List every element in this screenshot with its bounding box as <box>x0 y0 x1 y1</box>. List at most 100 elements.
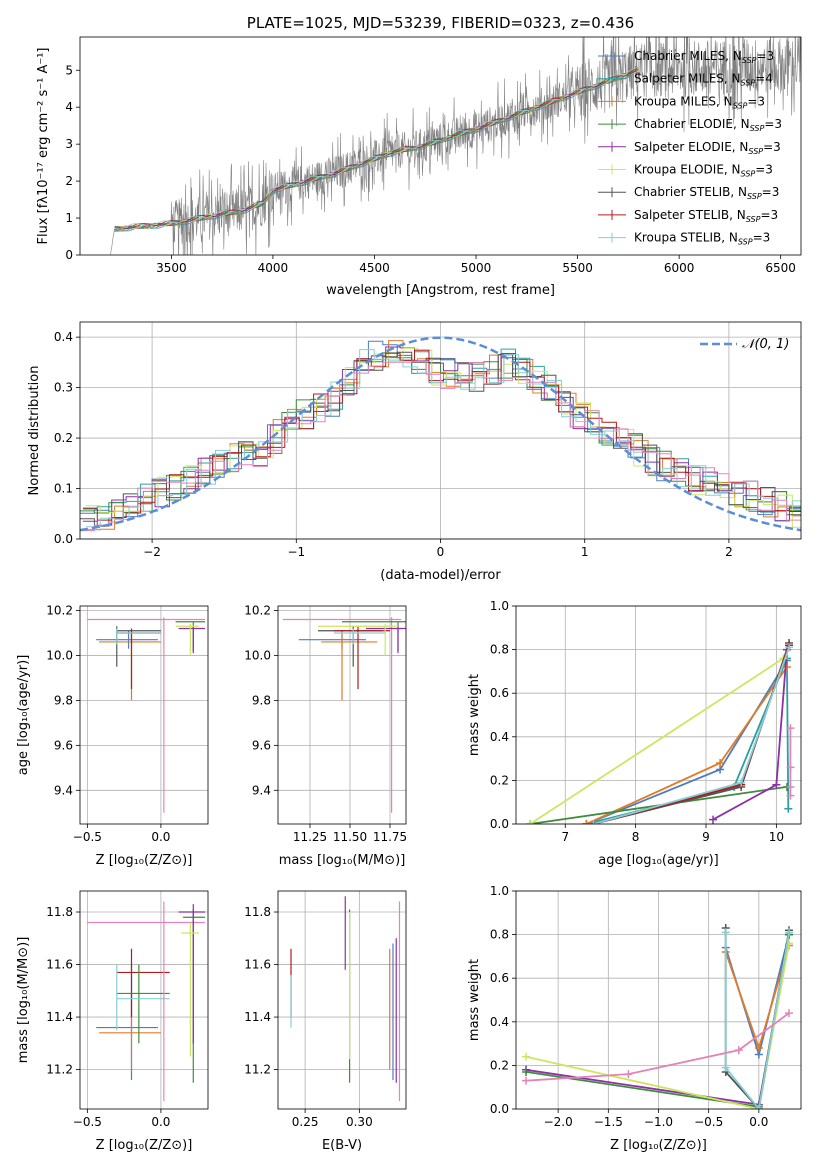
x-tick-label: −2 <box>143 545 161 559</box>
y-tick-label: 9.8 <box>54 693 73 707</box>
legend-entry-count: =3 <box>764 117 782 131</box>
series-line <box>712 649 788 821</box>
data-point <box>178 904 206 1044</box>
data-point <box>99 990 161 1070</box>
age_vs_Z-plot-area <box>87 617 206 813</box>
y-tick-label: 10.2 <box>244 603 271 617</box>
data-point-marker <box>624 1070 633 1079</box>
y-tick-label: 0.2 <box>490 773 509 787</box>
legend-entry-count: =3 <box>755 163 773 177</box>
mass_weight_vs_Z-plot-area <box>522 924 793 1109</box>
spectrum-plot-area <box>110 37 801 255</box>
data-point-marker <box>786 782 795 791</box>
series <box>522 1009 793 1085</box>
series <box>721 928 793 1109</box>
y-tick-label: 0.3 <box>54 381 73 395</box>
legend-entry: Kroupa STELIB, NSSP=3 <box>634 231 770 247</box>
legend-entry-sub: SSP <box>733 101 748 110</box>
x-tick-label: 0 <box>437 545 445 559</box>
legend-entry-count: =3 <box>762 185 780 199</box>
y-tick-label: 10.0 <box>46 648 73 662</box>
legend-entry-label: Chabrier MILES, N <box>634 49 742 63</box>
x-tick-label: 4500 <box>359 261 390 275</box>
mass_weight_vs_age-frame <box>515 605 802 825</box>
x-tick-label: 5500 <box>562 261 593 275</box>
model-fit-line <box>114 67 639 230</box>
x-tick-label: 0.0 <box>151 830 170 844</box>
mass_vs_ebv-plot-area <box>290 896 401 1102</box>
x-tick-label: −0.5 <box>73 1115 102 1129</box>
x-tick-label: 0.0 <box>151 1115 170 1129</box>
y-tick-label: 11.8 <box>244 905 271 919</box>
y-tick-label: 0.4 <box>490 1015 509 1029</box>
y-tick-label: 11.8 <box>46 905 73 919</box>
series-line <box>724 928 790 1109</box>
legend-entry-sub: SSP <box>747 192 762 201</box>
x-tick-label: 11.75 <box>373 830 407 844</box>
y-axis-label: Normed distribution <box>27 366 42 496</box>
data-point <box>87 617 206 813</box>
data-point-marker <box>721 1063 730 1072</box>
model-fit-line <box>114 66 639 230</box>
x-tick-label: 11.50 <box>333 830 367 844</box>
x-tick-label: 6500 <box>765 261 796 275</box>
legend-entry-label: Salpeter MILES, N <box>634 72 741 86</box>
legend-entry-label: Salpeter ELODIE, N <box>634 140 748 154</box>
data-point <box>87 901 206 1102</box>
series <box>589 643 794 824</box>
data-point-marker <box>737 778 746 787</box>
mass_weight_vs_age-chart: 7 8 9 10 0.0 0.2 0.4 0.6 0.8 1.0 age [log₁₀(age/yr… <box>467 599 802 868</box>
data-point-marker <box>754 1105 763 1109</box>
y-tick-label: 0.0 <box>490 817 509 831</box>
x-axis-label: wavelength [Angstrom, rest frame] <box>326 283 555 298</box>
x-axis-label: age [log₁₀(age/yr)] <box>598 853 719 868</box>
y-tick-label: 0.0 <box>54 532 73 546</box>
data-point <box>334 626 390 690</box>
data-point <box>116 964 170 1031</box>
y-tick-label: 11.4 <box>244 1010 271 1024</box>
spectrum-frame <box>79 36 802 256</box>
series <box>522 930 793 1109</box>
data-point-marker <box>709 815 718 824</box>
data-point-marker <box>582 820 591 824</box>
age_vs_mass-plot-area <box>282 617 406 813</box>
histogram-step <box>82 346 801 526</box>
legend-entry-label: Chabrier ELODIE, N <box>634 117 750 131</box>
data-point-marker <box>734 1046 743 1055</box>
data-point <box>282 617 402 813</box>
y-tick-label: 9.4 <box>54 783 73 797</box>
y-tick-label: 0.1 <box>54 482 73 496</box>
legend-entry-label: Salpeter STELIB, N <box>634 208 746 222</box>
x-axis-label: Z [log₁₀(Z/Z⊙)] <box>610 1138 707 1153</box>
x-tick-label: 7 <box>561 830 569 844</box>
y-tick-label: 2 <box>65 174 73 188</box>
y-axis-label: mass weight <box>467 674 482 756</box>
y-tick-label: 11.6 <box>244 958 271 972</box>
x-tick-label: 9 <box>702 830 710 844</box>
legend-entry-label: Kroupa ELODIE, N <box>634 163 741 177</box>
series-line <box>525 1012 790 1082</box>
legend-entry: Salpeter ELODIE, NSSP=3 <box>634 140 781 156</box>
age_vs_mass-chart: 11.25 11.50 11.75 9.4 9.6 9.8 10.0 10.2 mass [lo… <box>244 603 407 868</box>
series-line <box>529 657 784 824</box>
mass_vs_Z-frame <box>79 890 209 1110</box>
legend-entry: Kroupa MILES, NSSP=3 <box>634 94 765 110</box>
data-point-marker <box>522 1067 531 1076</box>
histogram-step <box>80 360 801 532</box>
data-point-marker <box>785 643 794 652</box>
legend-entry-sub: SSP <box>738 238 753 247</box>
data-point <box>321 632 378 701</box>
y-tick-label: 1.0 <box>490 884 509 898</box>
y-tick-label: 0 <box>65 248 73 262</box>
y-tick-label: 9.8 <box>252 693 271 707</box>
y-tick-label: 0.2 <box>54 431 73 445</box>
y-axis-label: age [log₁₀(age/yr)] <box>16 655 31 776</box>
y-tick-label: 11.4 <box>46 1010 73 1024</box>
age_vs_Z-grid <box>80 606 208 824</box>
data-point-marker <box>786 791 795 800</box>
legend-entry-sub: SSP <box>742 56 757 65</box>
series <box>721 930 793 1059</box>
y-tick-label: 11.2 <box>244 1063 271 1077</box>
series <box>589 639 794 824</box>
